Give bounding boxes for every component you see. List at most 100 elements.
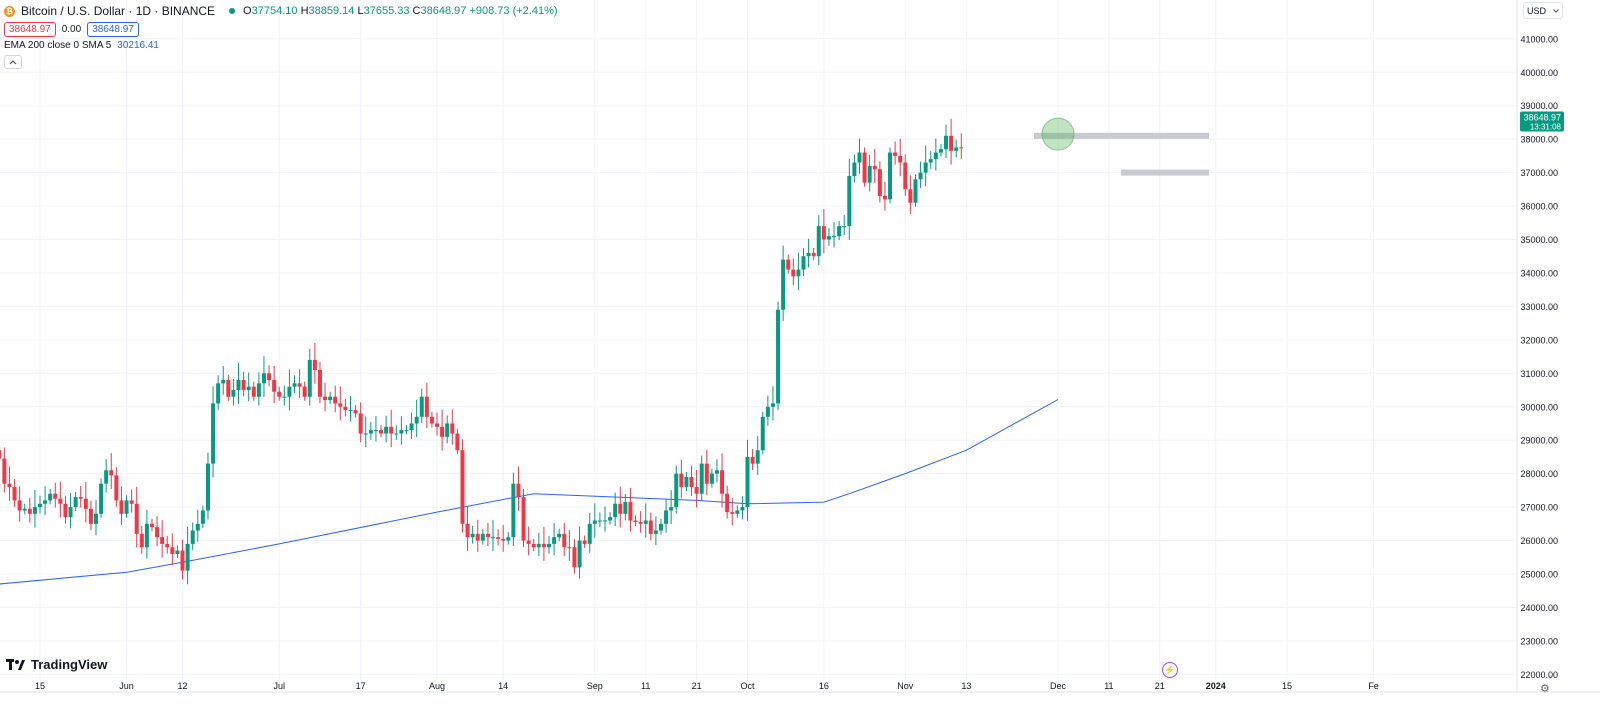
indicator-label[interactable]: EMA 200 close 0 SMA 5	[4, 40, 112, 51]
grid-lines	[0, 0, 1517, 692]
candle-body	[32, 507, 37, 514]
x-tick-label: Jun	[119, 681, 134, 691]
candle-body	[852, 162, 857, 176]
x-tick-label: 21	[692, 681, 702, 691]
highlight-circle	[1041, 117, 1075, 151]
candle-body	[200, 510, 205, 524]
candle-body	[893, 152, 898, 156]
candle-body	[333, 396, 338, 404]
candle-body	[557, 533, 562, 538]
x-tick-label: 2024	[1206, 681, 1226, 691]
tradingview-brand[interactable]: TradingView	[6, 657, 107, 672]
candle-body	[877, 169, 882, 197]
currency-selector[interactable]: USD	[1523, 2, 1563, 19]
candle-body	[506, 537, 511, 541]
candle-body	[516, 483, 521, 498]
x-tick-label: Oct	[741, 681, 756, 691]
candle-body	[297, 383, 302, 387]
x-tick-label: Jul	[273, 681, 285, 691]
buy-price-button[interactable]: 38648.97	[87, 22, 139, 37]
x-tick-label: 14	[498, 681, 508, 691]
sell-price-button[interactable]: 38648.97	[4, 22, 56, 37]
candle-body	[236, 379, 241, 391]
currency-label: USD	[1527, 5, 1547, 16]
candle-body	[740, 507, 745, 511]
gear-icon[interactable]: ⚙	[1540, 683, 1550, 695]
last-price-tag	[1520, 111, 1564, 132]
candle-body	[485, 533, 490, 538]
x-tick-label: 17	[356, 681, 366, 691]
candle-body	[307, 359, 312, 397]
candle-body	[475, 533, 480, 541]
chevron-down-icon	[1553, 8, 1559, 13]
spread-value: 0.00	[61, 24, 82, 35]
candle-body	[791, 269, 796, 277]
candle-body	[414, 416, 419, 424]
low-value: 37655.33	[363, 5, 410, 17]
symbol-title[interactable]: Bitcoin / U.S. Dollar · 1D · BINANCE	[21, 4, 216, 18]
candle-body	[38, 503, 42, 508]
candle-body	[872, 165, 877, 170]
candle-body	[312, 359, 317, 370]
indicator-legend[interactable]: EMA 200 close 0 SMA 5 30216.41	[4, 40, 159, 51]
price-change: +908.73 (+2.41%)	[469, 5, 558, 17]
breakout-highlight-circle	[1041, 117, 1075, 151]
y-tick-label: 30000.00	[1520, 402, 1558, 412]
support-level-bar[interactable]	[1121, 169, 1209, 176]
y-tick-label: 28000.00	[1520, 469, 1558, 479]
x-tick-label: Nov	[897, 681, 914, 691]
indicator-value: 30216.41	[117, 40, 159, 51]
y-tick-label: 35000.00	[1520, 235, 1558, 245]
ema-200-path	[0, 399, 1059, 585]
candle-body	[653, 530, 658, 534]
y-tick-label: 29000.00	[1520, 436, 1558, 446]
candle-body	[211, 403, 216, 464]
candle-body	[348, 410, 353, 412]
candle-body	[781, 259, 786, 310]
lightning-icon[interactable]: ⚡	[1162, 662, 1178, 678]
candle-body	[256, 383, 261, 397]
candle-body	[699, 463, 704, 494]
y-tick-label: 31000.00	[1520, 369, 1558, 379]
candle-body	[587, 523, 592, 544]
candle-body	[88, 508, 93, 524]
candle-body	[73, 497, 78, 508]
candle-body	[389, 426, 394, 434]
candle-body	[139, 533, 144, 548]
candle-body	[221, 379, 226, 384]
candle-body	[582, 540, 587, 544]
candle-body	[918, 172, 923, 180]
low-key: L	[357, 5, 364, 17]
candle-body	[399, 430, 404, 434]
candle-body	[358, 413, 363, 434]
candlesticks	[0, 118, 964, 585]
x-tick-label: 11	[1104, 681, 1113, 691]
y-tick-label: 22000.00	[1520, 670, 1558, 680]
candle-body	[491, 537, 496, 539]
support-resistance-levels[interactable]	[1034, 132, 1209, 176]
candle-body	[58, 498, 63, 504]
candle-body	[287, 386, 292, 397]
candle-body	[704, 463, 709, 484]
x-tick-label: 12	[178, 681, 188, 691]
candle-body	[938, 149, 943, 153]
candle-body	[638, 522, 643, 524]
open-key: O	[243, 5, 252, 17]
candle-body	[521, 497, 526, 541]
time-axis[interactable]: 15 Jun 12 Jul 17 Aug 14 Sep 11 21 Oct 16 Nov 13 Dec 11 2…	[35, 681, 1379, 691]
brand-name: TradingView	[31, 657, 108, 672]
y-tick-label: 33000.00	[1520, 302, 1558, 312]
symbol-legend[interactable]: ₿ Bitcoin / U.S. Dollar · 1D · BINANCE O…	[4, 4, 558, 18]
candle-body	[379, 430, 384, 434]
x-tick-label: 13	[961, 681, 971, 691]
resistance-level-bar[interactable]	[1034, 132, 1209, 139]
candle-body	[857, 152, 862, 163]
collapse-legend-button[interactable]	[4, 55, 22, 69]
candle-body	[709, 473, 714, 484]
candle-body	[536, 543, 541, 548]
candle-body	[180, 550, 185, 571]
candle-body	[195, 523, 200, 531]
price-axis[interactable]: 22000.00 23000.00 24000.00 25000.00 26000.00…	[1520, 34, 1558, 680]
candle-body	[888, 152, 893, 200]
